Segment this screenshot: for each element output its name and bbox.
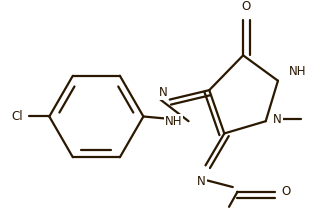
Text: O: O	[282, 185, 291, 198]
Text: O: O	[241, 0, 251, 13]
Text: N: N	[273, 113, 282, 126]
Text: Cl: Cl	[11, 110, 23, 123]
Text: N: N	[159, 86, 168, 99]
Text: NH: NH	[165, 115, 182, 128]
Text: NH: NH	[289, 65, 307, 78]
Text: N: N	[197, 175, 206, 188]
